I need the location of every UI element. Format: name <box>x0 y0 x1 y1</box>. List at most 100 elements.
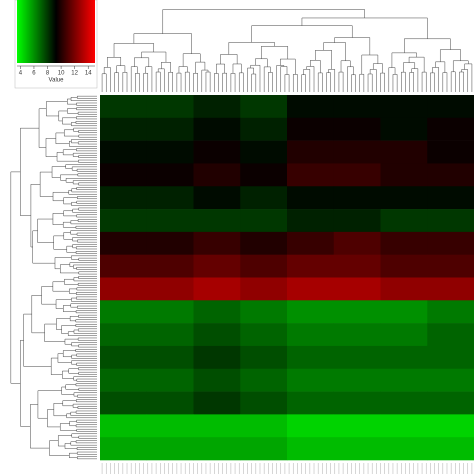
dendrogram-branch <box>75 120 97 124</box>
dendrogram-branch <box>76 353 97 357</box>
dendrogram-branch <box>69 316 79 322</box>
dendrogram-branch <box>78 257 97 261</box>
dendrogram-branch <box>130 66 138 92</box>
dendrogram-branch <box>71 201 97 206</box>
dendrogram-branch <box>73 277 97 282</box>
heatmap-cell <box>193 254 241 278</box>
dendrogram-branch <box>77 196 97 200</box>
dendrogram-branch <box>134 57 150 67</box>
dendrogram-branch <box>71 354 97 359</box>
dendrogram-branch <box>72 208 97 213</box>
heatmap-cell <box>146 231 194 255</box>
heatmap-cell <box>240 209 288 233</box>
dendrogram-branch <box>75 246 97 250</box>
heatmap-cell <box>146 140 194 164</box>
dendrogram-branch <box>78 207 97 211</box>
dendrogram-branch <box>70 230 97 235</box>
dendrogram-branch <box>391 52 417 68</box>
heatmap-cell <box>146 277 194 301</box>
heatmap-cell <box>427 140 474 164</box>
dendrogram-branch <box>76 362 97 366</box>
dendrogram-branch <box>52 213 64 225</box>
color-key-tick-label: 12 <box>71 71 78 77</box>
dendrogram-branch <box>411 68 419 92</box>
heatmap-cell <box>427 186 474 210</box>
dendrogram-branch <box>141 51 167 63</box>
dendrogram-branch <box>76 287 97 291</box>
dendrogram-branch <box>45 138 58 157</box>
dendrogram-branch <box>76 148 97 152</box>
dendrogram-branch <box>184 71 190 92</box>
dendrogram-branch <box>464 63 473 92</box>
dendrogram-branch <box>77 111 97 115</box>
dendrogram-branch <box>71 122 97 127</box>
dendrogram-branch <box>68 368 79 374</box>
dendrogram-branch <box>50 357 63 375</box>
dendrogram-branch <box>408 56 425 73</box>
heatmap-cell <box>240 391 288 415</box>
heatmap-cell <box>333 231 381 255</box>
heatmap-cell <box>427 414 474 438</box>
dendrogram-branch <box>76 116 97 120</box>
dendrogram-branch <box>135 73 140 92</box>
dendrogram-branch <box>52 281 70 292</box>
heatmap-cell <box>287 391 335 415</box>
dendrogram-branch <box>32 230 55 264</box>
dendrogram-branch <box>103 67 111 92</box>
heatmap-cell <box>100 368 148 392</box>
dendrogram-branch <box>51 166 66 178</box>
dendrogram-branch <box>230 73 236 92</box>
dendrogram-branch <box>55 299 72 309</box>
heatmap-cell <box>146 117 194 141</box>
heatmap-cell <box>240 323 288 347</box>
dendrogram-branch <box>65 164 97 169</box>
dendrogram-branch <box>301 17 428 39</box>
dendrogram-branch <box>76 428 97 432</box>
heatmap-cell <box>380 95 428 119</box>
dendrogram-branch <box>55 132 70 145</box>
dendrogram-branch <box>78 371 97 375</box>
heatmap-cell <box>287 323 335 347</box>
dendrogram-branch <box>205 71 211 92</box>
dendrogram-branch <box>72 180 97 185</box>
heatmap-cell <box>240 300 288 324</box>
dendrogram-branch <box>75 424 97 428</box>
dendrograms <box>10 9 473 460</box>
heatmap-cell <box>427 117 474 141</box>
heatmap-cell <box>380 117 428 141</box>
dendrogram-branch <box>75 399 97 403</box>
heatmap-cell <box>100 231 148 255</box>
heatmap-cell <box>333 117 381 141</box>
dendrogram-branch <box>315 50 332 70</box>
heatmap-cell <box>240 117 288 141</box>
dendrogram-branch <box>228 42 275 55</box>
heatmap-cell <box>287 300 335 324</box>
heatmap-cell <box>380 231 428 255</box>
heatmap-cell <box>193 163 241 187</box>
dendrogram-branch <box>122 72 128 92</box>
dendrogram-branch <box>62 400 77 407</box>
dendrogram-branch <box>77 239 97 243</box>
dendrogram-branch <box>326 72 331 92</box>
dendrogram-branch <box>53 235 67 250</box>
dendrogram-branch <box>30 404 50 449</box>
dendrogram-branch <box>59 264 79 274</box>
heatmap-cell <box>380 186 428 210</box>
dendrogram-branch <box>75 440 97 444</box>
dendrogram-branch <box>78 387 97 391</box>
heatmap-cell <box>193 323 241 347</box>
dendrogram-branch <box>195 61 206 74</box>
dendrogram-branch <box>450 71 456 92</box>
heatmap-cell <box>100 391 148 415</box>
heatmap-cell <box>146 345 194 370</box>
dendrogram-branch <box>63 210 77 217</box>
color-key-tick-label: 4 <box>19 71 23 77</box>
dendrogram-branch <box>73 264 97 269</box>
dendrogram-branch <box>442 72 448 92</box>
heatmap-cell <box>333 414 381 438</box>
heatmap-cell <box>427 437 474 461</box>
dendrogram-branch <box>37 390 62 419</box>
dendrogram-branch <box>75 319 97 323</box>
heatmap-cell <box>100 300 148 324</box>
dendrogram-branch <box>52 191 69 202</box>
